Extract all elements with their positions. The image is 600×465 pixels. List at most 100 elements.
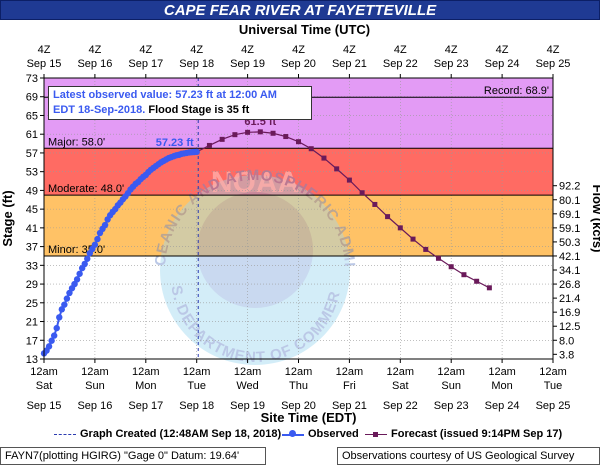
top-tick-hour: 4Z <box>343 44 356 56</box>
top-tick-date: Sep 17 <box>128 58 163 70</box>
legend-observed-dot <box>289 430 296 437</box>
observed-point <box>45 343 53 350</box>
bottom-tick-date: Sep 20 <box>281 400 316 412</box>
info-line-1: Latest observed value: 57.23 ft at 12:00… <box>53 89 277 101</box>
bottom-tick-time: 12am <box>234 366 262 378</box>
bottom-tick-day: Mon <box>135 380 156 392</box>
forecast-point <box>474 278 480 284</box>
y-tick-label: 73 <box>26 73 38 85</box>
top-tick-hour: 4Z <box>139 44 152 56</box>
forecast-point <box>219 136 225 142</box>
y-tick-label: 37 <box>26 242 38 254</box>
top-tick-hour: 4Z <box>496 44 509 56</box>
observed-point <box>61 301 68 308</box>
flow-tick-label: 12.5 <box>559 321 580 333</box>
observed-point <box>58 306 66 313</box>
forecast-point <box>397 225 403 231</box>
forecast-point <box>385 214 391 220</box>
flow-tick-label: 8.0 <box>559 335 574 347</box>
flow-tick-label: 16.9 <box>559 307 580 319</box>
bottom-tick-day: Fri <box>343 380 356 392</box>
top-tick-date: Sep 23 <box>434 58 469 70</box>
flow-tick-label: 3.8 <box>559 349 574 361</box>
annotation-0: 57.23 ft <box>156 137 194 149</box>
y-tick-label: 49 <box>26 185 38 197</box>
observed-point <box>193 148 200 156</box>
bottom-tick-time: 12am <box>488 366 516 378</box>
forecast-point <box>410 236 416 242</box>
bottom-tick-time: 12am <box>387 366 415 378</box>
gauge-info: FAYN7(plotting HGIRG) "Gage 0" Datum: 19… <box>5 450 240 462</box>
bottom-tick-date: Sep 22 <box>383 400 418 412</box>
top-tick-date: Sep 25 <box>536 58 571 70</box>
bottom-tick-time: 12am <box>81 366 109 378</box>
observed-point <box>94 235 101 243</box>
y-tick-label: 33 <box>26 260 38 272</box>
forecast-point <box>372 201 378 207</box>
top-tick-hour: 4Z <box>190 44 203 56</box>
forecast-point <box>486 285 492 291</box>
top-tick-date: Sep 21 <box>332 58 367 70</box>
bottom-tick-date: Sep 23 <box>434 400 469 412</box>
observed-point <box>50 332 58 339</box>
forecast-point <box>334 166 340 172</box>
gauge-info-box: FAYN7(plotting HGIRG) "Gage 0" Datum: 19… <box>0 447 266 465</box>
bottom-tick-date: Sep 16 <box>77 400 112 412</box>
y-tick-label: 17 <box>26 335 38 347</box>
flow-axis-title: Flow (kcfs) <box>590 185 600 253</box>
bottom-tick-time: 12am <box>30 366 58 378</box>
legend-forecast-square <box>373 432 378 437</box>
flow-tick-label: 80.1 <box>559 195 580 207</box>
forecast-point <box>321 155 327 161</box>
flow-tick-label: 21.4 <box>559 293 580 305</box>
info-line-2b: Flood Stage is 35 ft <box>148 104 250 116</box>
bottom-tick-time: 12am <box>336 366 364 378</box>
bottom-tick-time: 12am <box>285 366 313 378</box>
legend-graph-created-icon <box>54 434 76 435</box>
y-tick-label: 45 <box>26 204 38 216</box>
y-tick-label: 13 <box>26 354 38 366</box>
forecast-point <box>359 190 365 196</box>
top-tick-date: Sep 22 <box>383 58 418 70</box>
forecast-point <box>283 134 289 140</box>
bottom-tick-date: Sep 21 <box>332 400 367 412</box>
observed-point <box>53 324 60 332</box>
observed-point <box>81 260 88 268</box>
top-tick-date: Sep 16 <box>77 58 112 70</box>
y-tick-label: 25 <box>26 298 38 310</box>
forecast-point <box>448 264 454 270</box>
bottom-tick-date: Sep 17 <box>128 400 163 412</box>
title-bar: CAPE FEAR RIVER AT FAYETTEVILLE <box>0 0 600 20</box>
forecast-point <box>232 132 238 138</box>
observed-point <box>76 270 83 277</box>
legend-observed: Observed <box>308 428 359 440</box>
flow-tick-label: 26.8 <box>559 279 580 291</box>
top-tick-date: Sep 15 <box>27 58 62 70</box>
bottom-tick-day: Sat <box>36 380 53 392</box>
axes: Universal Time (UTC) 4Z Sep 15 12am Sat Sep 1… <box>0 22 600 425</box>
top-tick-date: Sep 19 <box>230 58 265 70</box>
credit-box: Observations courtesy of US Geological S… <box>337 447 600 465</box>
flow-tick-label: 92.2 <box>559 181 580 193</box>
threshold-label-1: Major: 58.0' <box>48 136 105 148</box>
y-tick-label: 65 <box>26 110 38 122</box>
info-box: Latest observed value: 57.23 ft at 12:00… <box>48 86 312 120</box>
bottom-tick-date: Sep 18 <box>179 400 214 412</box>
chart-title: CAPE FEAR RIVER AT FAYETTEVILLE <box>163 2 437 19</box>
observed-point <box>63 295 71 302</box>
top-tick-date: Sep 18 <box>179 58 214 70</box>
flow-tick-label: 42.1 <box>559 251 580 263</box>
forecast-point <box>435 255 441 261</box>
y-tick-label: 69 <box>26 92 38 104</box>
forecast-point <box>257 129 263 135</box>
observed-point <box>66 289 73 297</box>
observed-point <box>56 314 63 321</box>
y-tick-label: 41 <box>26 223 38 235</box>
y-tick-label: 61 <box>26 129 38 141</box>
legend-forecast: Forecast (issued 9:14PM Sep 17) <box>391 428 563 440</box>
forecast-point <box>296 139 301 145</box>
forecast-point <box>270 130 276 136</box>
flow-tick-label: 59.1 <box>559 223 580 235</box>
forecast-point <box>423 246 429 252</box>
top-tick-hour: 4Z <box>241 44 254 56</box>
